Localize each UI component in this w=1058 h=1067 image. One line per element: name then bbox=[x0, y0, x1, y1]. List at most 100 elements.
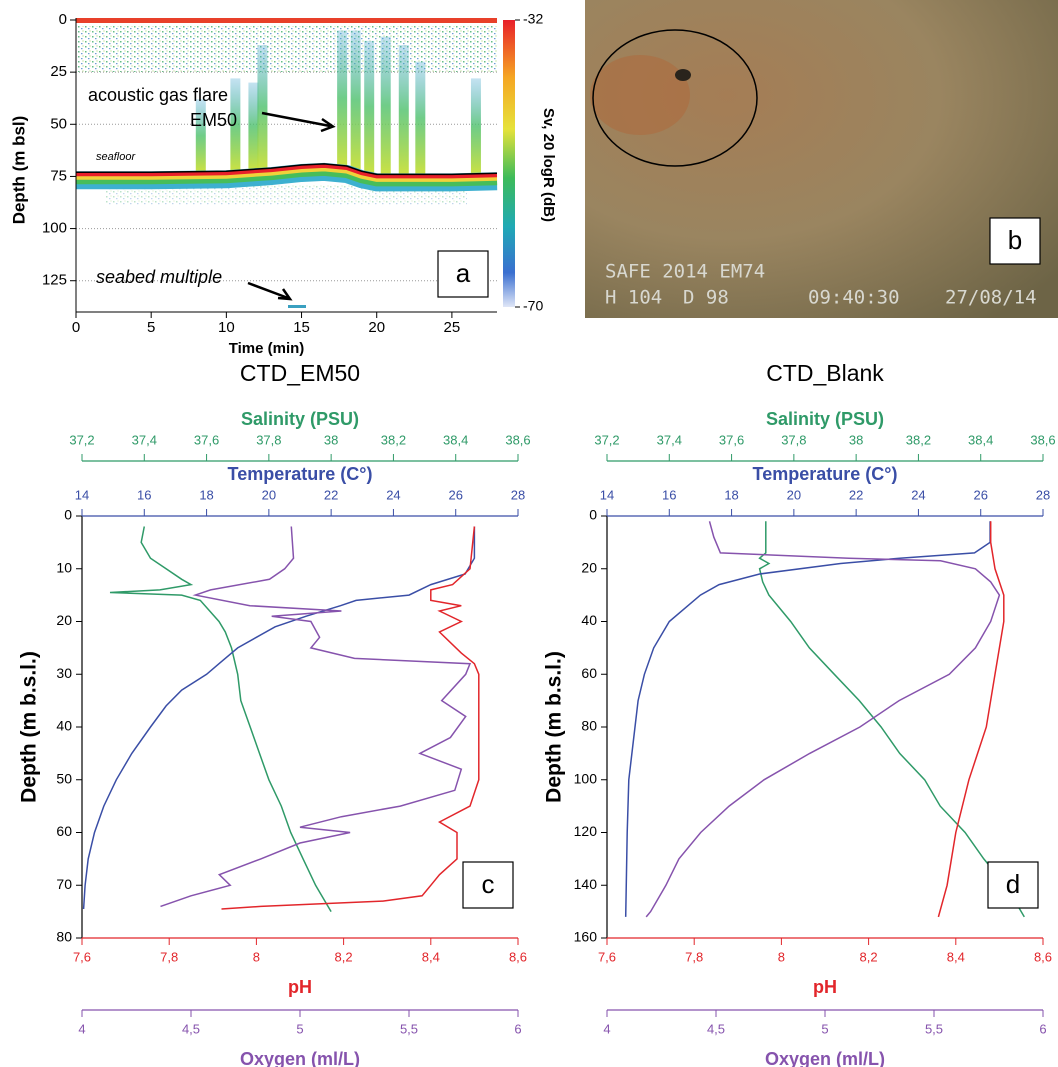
panel-label-box bbox=[462, 861, 514, 909]
y-axis-title: Depth (m b.s.l.) bbox=[18, 651, 41, 803]
x-tick-label: 22 bbox=[324, 487, 338, 502]
y-tick-label: 80 bbox=[56, 929, 72, 945]
y-tick-label: 40 bbox=[581, 612, 597, 628]
x-tick-label: 24 bbox=[911, 487, 925, 502]
x-tick-label: 5 bbox=[821, 1021, 828, 1036]
x-tick-label: 37,6 bbox=[194, 432, 219, 447]
profile-line bbox=[645, 521, 1001, 918]
x-tick-label: 4,5 bbox=[707, 1021, 725, 1036]
x-tick-label: 38,6 bbox=[1030, 432, 1055, 447]
x-axis-title: pH bbox=[813, 977, 837, 997]
seep-hole bbox=[675, 69, 691, 81]
y-tick-label: 0 bbox=[64, 507, 72, 523]
video-overlay: 27/08/14 bbox=[945, 287, 1037, 309]
x-axis-title: Salinity (PSU) bbox=[241, 409, 359, 429]
x-tick-label: 37,8 bbox=[256, 432, 281, 447]
annotation: seabed multiple bbox=[96, 267, 222, 287]
gas-flare bbox=[415, 61, 426, 175]
x-tick-label: 38 bbox=[324, 432, 338, 447]
seafloor-echo bbox=[76, 163, 498, 179]
x-axis-title: Salinity (PSU) bbox=[766, 409, 884, 429]
x-tick-label: 7,6 bbox=[73, 949, 91, 964]
profile-line bbox=[221, 526, 480, 910]
x-tick-label: 7,8 bbox=[160, 949, 178, 964]
y-tick-label: 160 bbox=[574, 929, 598, 945]
x-tick-label: 7,6 bbox=[598, 949, 616, 964]
x-tick-label: 37,8 bbox=[781, 432, 806, 447]
highlight-ellipse bbox=[592, 29, 758, 167]
x-tick-label: 5,5 bbox=[400, 1021, 418, 1036]
y-tick-label: 50 bbox=[50, 115, 67, 132]
x-tick-label: 26 bbox=[448, 487, 462, 502]
x-tick-label: 10 bbox=[218, 319, 235, 336]
y-tick-label: 100 bbox=[42, 220, 67, 237]
y-tick-label: 75 bbox=[50, 167, 67, 184]
x-axis-title: Temperature (C°) bbox=[228, 464, 373, 484]
x-tick-label: 8 bbox=[778, 949, 785, 964]
panel-label-box bbox=[437, 250, 489, 298]
video-overlay: 09:40:30 bbox=[808, 287, 900, 309]
seafloor-line bbox=[76, 163, 498, 176]
gas-flare bbox=[380, 36, 391, 175]
seep-area bbox=[590, 55, 690, 135]
gas-flare bbox=[337, 30, 348, 166]
x-tick-label: 4 bbox=[78, 1021, 85, 1036]
x-tick-label: 14 bbox=[600, 487, 614, 502]
x-tick-label: 8,2 bbox=[860, 949, 878, 964]
x-tick-label: 20 bbox=[262, 487, 276, 502]
y-tick-label: 0 bbox=[589, 507, 597, 523]
surface-echo bbox=[76, 18, 497, 23]
panel-label: c bbox=[482, 869, 495, 899]
profile-line bbox=[109, 526, 332, 912]
video-overlay: SAFE 2014 EM74 bbox=[605, 261, 765, 283]
x-tick-label: 38,4 bbox=[443, 432, 468, 447]
y-tick-label: 60 bbox=[56, 823, 72, 839]
x-tick-label: 8,6 bbox=[509, 949, 527, 964]
video-overlay: H 104 bbox=[605, 287, 662, 309]
x-tick-label: 20 bbox=[368, 319, 385, 336]
x-tick-label: 8,2 bbox=[335, 949, 353, 964]
annotation: EM50 bbox=[190, 110, 237, 130]
x-tick-label: 7,8 bbox=[685, 949, 703, 964]
y-axis-title: Depth (m bsl) bbox=[9, 116, 28, 225]
y-tick-label: 25 bbox=[50, 63, 67, 80]
y-tick-label: 50 bbox=[56, 770, 72, 786]
x-tick-label: 24 bbox=[386, 487, 400, 502]
annotation: acoustic gas flare bbox=[88, 85, 228, 105]
x-tick-label: 18 bbox=[199, 487, 213, 502]
chart-title: CTD_Blank bbox=[766, 360, 884, 386]
x-tick-label: 37,2 bbox=[594, 432, 619, 447]
x-tick-label: 16 bbox=[662, 487, 676, 502]
y-tick-label: 30 bbox=[56, 665, 72, 681]
y-tick-label: 70 bbox=[56, 876, 72, 892]
multiple-echo bbox=[288, 305, 306, 308]
gas-flare bbox=[248, 82, 259, 170]
video-overlay: D 98 bbox=[683, 287, 729, 309]
x-tick-label: 38,2 bbox=[906, 432, 931, 447]
y-axis-title: Depth (m b.s.l.) bbox=[543, 651, 566, 803]
x-tick-label: 25 bbox=[444, 319, 461, 336]
y-tick-label: 60 bbox=[581, 665, 597, 681]
x-axis-title: Oxygen (ml/L) bbox=[765, 1049, 885, 1067]
x-tick-label: 28 bbox=[511, 487, 525, 502]
y-tick-label: 20 bbox=[581, 559, 597, 575]
x-tick-label: 26 bbox=[973, 487, 987, 502]
x-tick-label: 38 bbox=[849, 432, 863, 447]
annotation: seafloor bbox=[96, 151, 136, 163]
x-tick-label: 5 bbox=[147, 319, 155, 336]
y-tick-label: 100 bbox=[574, 770, 598, 786]
x-tick-label: 8,4 bbox=[422, 949, 440, 964]
x-tick-label: 6 bbox=[514, 1021, 521, 1036]
x-tick-label: 37,4 bbox=[132, 432, 157, 447]
y-tick-label: 40 bbox=[56, 718, 72, 734]
x-axis-title: Time (min) bbox=[229, 340, 305, 357]
x-tick-label: 38,6 bbox=[505, 432, 530, 447]
x-tick-label: 6 bbox=[1039, 1021, 1046, 1036]
profile-line bbox=[82, 526, 476, 910]
x-axis-title: pH bbox=[288, 977, 312, 997]
scattering-layer bbox=[76, 26, 497, 72]
x-tick-label: 16 bbox=[137, 487, 151, 502]
x-tick-label: 37,6 bbox=[719, 432, 744, 447]
gas-flare bbox=[195, 99, 206, 172]
